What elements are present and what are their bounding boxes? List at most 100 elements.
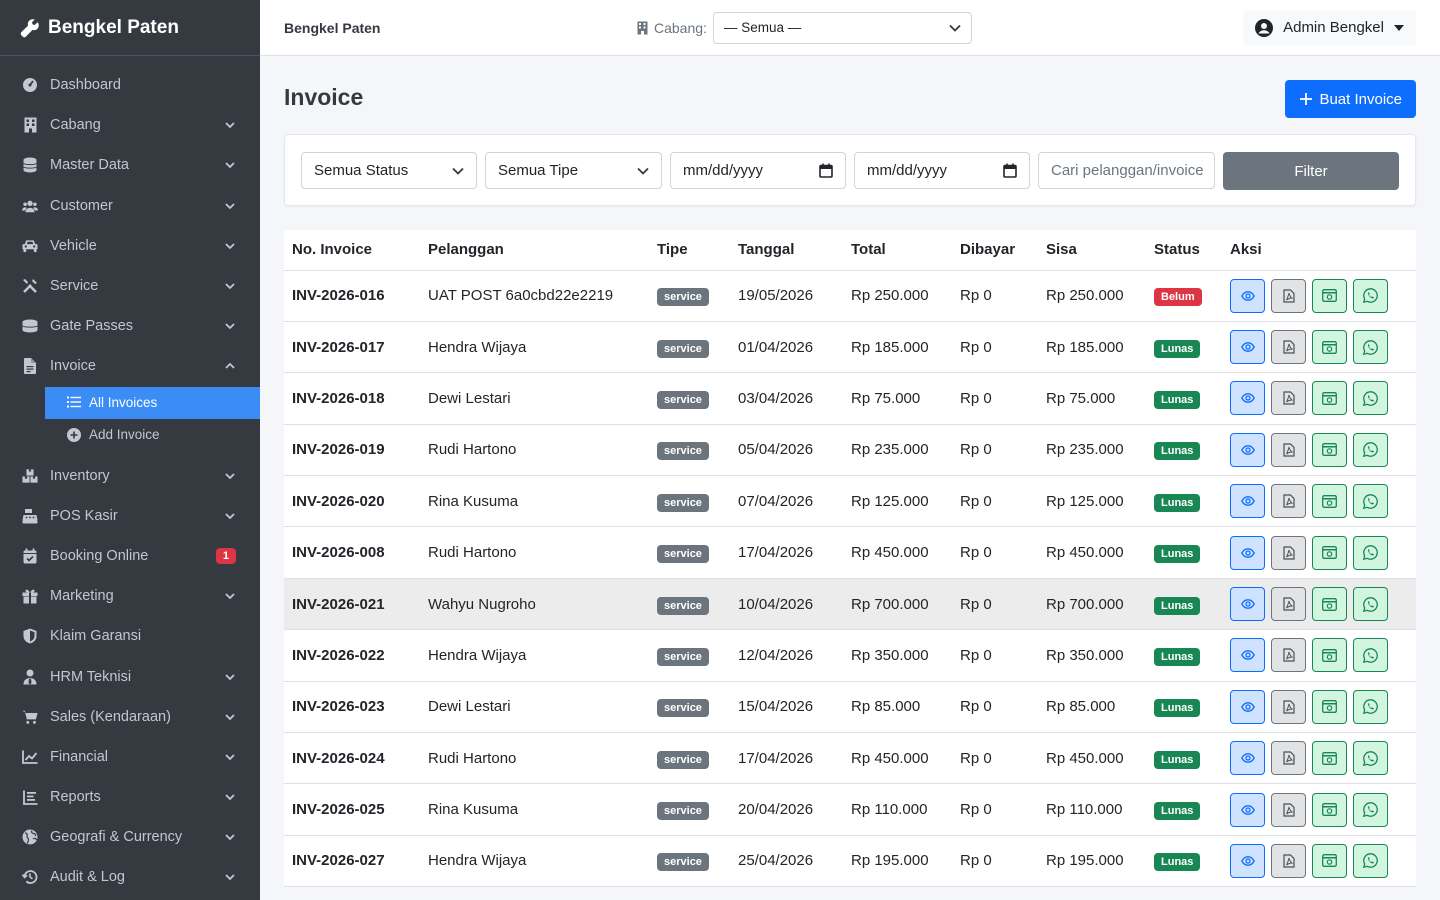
sidebar-item-vehicle[interactable]: Vehicle [0,226,260,266]
sidebar-item-reports[interactable]: Reports [0,777,260,817]
whatsapp-button[interactable] [1353,432,1388,467]
payment-button[interactable] [1312,278,1347,313]
view-button[interactable] [1230,741,1265,776]
payment-button[interactable] [1312,381,1347,416]
pdf-button[interactable] [1271,484,1306,519]
whatsapp-button[interactable] [1353,689,1388,724]
table-row[interactable]: INV-2026-021 Wahyu Nugroho service 10/04… [284,578,1416,631]
invoice-number[interactable]: INV-2026-024 [284,732,420,785]
column-header-total[interactable]: Total [843,230,952,271]
column-header-status[interactable]: Status [1146,230,1222,271]
payment-button[interactable] [1312,484,1347,519]
create-invoice-button[interactable]: Buat Invoice [1285,80,1416,118]
payment-button[interactable] [1312,843,1347,878]
view-button[interactable] [1230,278,1265,313]
view-button[interactable] [1230,330,1265,365]
view-button[interactable] [1230,535,1265,570]
pdf-button[interactable] [1271,792,1306,827]
table-row[interactable]: INV-2026-017 Hendra Wijaya service 01/04… [284,321,1416,374]
pdf-button[interactable] [1271,381,1306,416]
payment-button[interactable] [1312,432,1347,467]
sidebar-item-booking-online[interactable]: Booking Online 1 [0,536,260,576]
sidebar-item-dashboard[interactable]: Dashboard [0,65,260,105]
sidebar-item-service[interactable]: Service [0,266,260,306]
sidebar-item-financial[interactable]: Financial [0,737,260,777]
table-row[interactable]: INV-2026-027 Hendra Wijaya service 25/04… [284,835,1416,888]
search-input[interactable]: Cari pelanggan/invoice [1038,152,1215,189]
invoice-number[interactable]: INV-2026-008 [284,526,420,579]
whatsapp-button[interactable] [1353,535,1388,570]
whatsapp-button[interactable] [1353,278,1388,313]
sidebar-item-cabang[interactable]: Cabang [0,105,260,145]
whatsapp-button[interactable] [1353,843,1388,878]
pdf-button[interactable] [1271,432,1306,467]
column-header-tipe[interactable]: Tipe [649,230,730,271]
view-button[interactable] [1230,587,1265,622]
sidebar-subitem-all-invoices[interactable]: All Invoices [45,386,260,419]
status-select[interactable]: Semua Status [301,152,477,189]
table-row[interactable]: INV-2026-024 Rudi Hartono service 17/04/… [284,732,1416,785]
payment-button[interactable] [1312,330,1347,365]
payment-button[interactable] [1312,587,1347,622]
invoice-number[interactable]: INV-2026-016 [284,270,420,322]
whatsapp-button[interactable] [1353,484,1388,519]
view-button[interactable] [1230,792,1265,827]
invoice-number[interactable]: INV-2026-018 [284,372,420,425]
column-header-pelanggan[interactable]: Pelanggan [420,230,649,271]
view-button[interactable] [1230,843,1265,878]
whatsapp-button[interactable] [1353,381,1388,416]
pdf-button[interactable] [1271,535,1306,570]
pdf-button[interactable] [1271,689,1306,724]
payment-button[interactable] [1312,535,1347,570]
whatsapp-button[interactable] [1353,638,1388,673]
whatsapp-button[interactable] [1353,741,1388,776]
invoice-number[interactable]: INV-2026-022 [284,629,420,682]
invoice-number[interactable]: INV-2026-017 [284,321,420,374]
tipe-select[interactable]: Semua Tipe [485,152,662,189]
sidebar-item-hrm-teknisi[interactable]: HRM Teknisi [0,656,260,696]
table-row[interactable]: INV-2026-023 Dewi Lestari service 15/04/… [284,681,1416,734]
pdf-button[interactable] [1271,741,1306,776]
view-button[interactable] [1230,381,1265,416]
pdf-button[interactable] [1271,330,1306,365]
pdf-button[interactable] [1271,843,1306,878]
column-header-dibayar[interactable]: Dibayar [952,230,1038,271]
view-button[interactable] [1230,432,1265,467]
sidebar-subitem-add-invoice[interactable]: Add Invoice [45,419,260,451]
date-to-input[interactable]: mm/dd/yyyy [854,152,1030,189]
invoice-number[interactable]: INV-2026-027 [284,835,420,888]
invoice-number[interactable]: INV-2026-023 [284,681,420,734]
sidebar-item-master-data[interactable]: Master Data [0,145,260,185]
sidebar-item-invoice[interactable]: Invoice [0,346,260,386]
column-header-sisa[interactable]: Sisa [1038,230,1146,271]
branch-select[interactable]: — Semua — [712,11,972,44]
whatsapp-button[interactable] [1353,587,1388,622]
payment-button[interactable] [1312,741,1347,776]
table-row[interactable]: INV-2026-020 Rina Kusuma service 07/04/2… [284,475,1416,528]
sidebar-item-audit-log[interactable]: Audit & Log [0,857,260,897]
payment-button[interactable] [1312,689,1347,724]
sidebar-item-gate-passes[interactable]: Gate Passes [0,306,260,346]
table-row[interactable]: INV-2026-016 UAT POST 6a0cbd22e2219 serv… [284,270,1416,322]
whatsapp-button[interactable] [1353,792,1388,827]
sidebar-item-inventory[interactable]: Inventory [0,456,260,496]
view-button[interactable] [1230,689,1265,724]
sidebar-item-customer[interactable]: Customer [0,186,260,226]
sidebar-item-pos-kasir[interactable]: POS Kasir [0,496,260,536]
user-menu[interactable]: Admin Bengkel [1243,9,1416,46]
payment-button[interactable] [1312,638,1347,673]
invoice-number[interactable]: INV-2026-025 [284,783,420,836]
date-from-input[interactable]: mm/dd/yyyy [670,152,846,189]
pdf-button[interactable] [1271,278,1306,313]
table-row[interactable]: INV-2026-022 Hendra Wijaya service 12/04… [284,629,1416,682]
invoice-number[interactable]: INV-2026-021 [284,578,420,631]
sidebar-item-geografi-currency[interactable]: Geografi & Currency [0,817,260,857]
pdf-button[interactable] [1271,587,1306,622]
invoice-number[interactable]: INV-2026-019 [284,424,420,477]
invoice-number[interactable]: INV-2026-020 [284,475,420,528]
brand[interactable]: Bengkel Paten [0,0,260,56]
table-row[interactable]: INV-2026-008 Rudi Hartono service 17/04/… [284,526,1416,579]
view-button[interactable] [1230,484,1265,519]
table-row[interactable]: INV-2026-025 Rina Kusuma service 20/04/2… [284,783,1416,836]
sidebar-item-sales-kendaraan[interactable]: Sales (Kendaraan) [0,697,260,737]
